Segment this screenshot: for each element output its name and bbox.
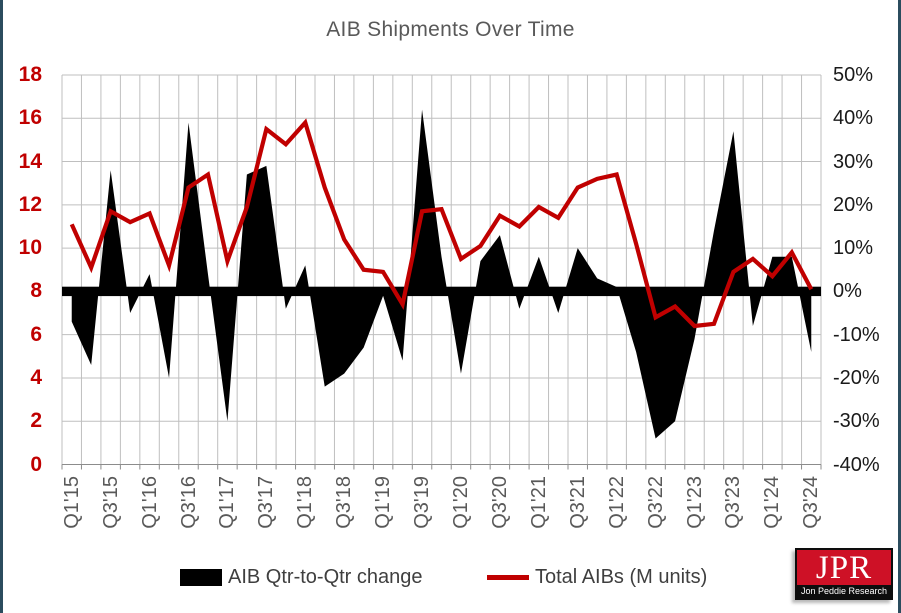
right-axis-tick-label: -40%: [833, 453, 880, 476]
right-axis-tick-label: 20%: [833, 193, 874, 216]
window-right-edge: [898, 0, 901, 613]
left-axis-tick-label: 8: [30, 279, 42, 303]
x-axis-tick-label: Q1'18: [294, 476, 317, 529]
x-axis-tick-label: Q3'19: [411, 476, 434, 529]
x-axis-tick-label: Q3'17: [255, 476, 278, 529]
left-axis-tick-label: 6: [30, 322, 42, 346]
left-axis-tick-label: 16: [18, 106, 42, 130]
left-axis-tick-label: 12: [18, 192, 42, 216]
right-axis-tick-label: 30%: [833, 150, 874, 173]
left-axis-tick-label: 10: [18, 236, 42, 260]
right-axis-tick-label: 50%: [833, 64, 874, 86]
x-axis-tick-label: Q1'19: [372, 476, 395, 529]
line-series-swatch-icon: [487, 574, 529, 580]
jpr-logo: JPR Jon Peddie Research: [795, 548, 893, 600]
right-axis-tick-label: -30%: [833, 410, 880, 433]
right-axis-tick-label: -10%: [833, 323, 880, 346]
left-axis-tick-label: 0: [30, 452, 42, 476]
legend-item-qtr-change: AIB Qtr-to-Qtr change: [180, 565, 423, 589]
x-axis-tick-label: Q1'24: [761, 476, 784, 529]
x-axis-tick-label: Q1'15: [60, 476, 83, 529]
x-axis-tick-label: Q1'17: [216, 476, 239, 529]
right-axis-tick-label: 40%: [833, 107, 874, 130]
left-axis-tick-label: 4: [30, 365, 42, 389]
left-axis-tick-label: 18: [18, 63, 42, 86]
x-axis-tick-label: Q1'16: [138, 476, 161, 529]
x-axis-tick-label: Q1'22: [605, 476, 628, 529]
x-axis-tick-label: Q1'20: [449, 476, 472, 529]
left-axis-tick-label: 14: [18, 149, 42, 173]
right-axis-tick-label: 10%: [833, 237, 874, 260]
right-axis-tick-label: -20%: [833, 366, 880, 389]
chart-title: AIB Shipments Over Time: [326, 18, 575, 41]
left-axis-tick-label: 2: [30, 409, 42, 433]
area-series-swatch-icon: [180, 568, 222, 586]
x-axis-tick-label: Q1'21: [527, 476, 550, 529]
legend-label-qtr-change: AIB Qtr-to-Qtr change: [228, 566, 423, 588]
x-axis-tick-label: Q3'22: [644, 476, 667, 529]
jpr-logo-name: Jon Peddie Research: [797, 585, 891, 598]
x-axis-tick-label: Q1'23: [683, 476, 706, 529]
legend-label-total-aibs: Total AIBs (M units): [535, 566, 708, 588]
x-axis-tick-label: Q3'23: [722, 476, 745, 529]
x-axis-tick-label: Q3'15: [99, 476, 122, 529]
window-left-edge: [0, 0, 3, 613]
x-axis-tick-label: Q3'16: [177, 476, 200, 529]
legend-item-total-aibs: Total AIBs (M units): [487, 565, 707, 589]
jpr-logo-acronym: JPR: [797, 550, 891, 585]
x-axis-tick-label: Q3'21: [566, 476, 589, 529]
x-axis-tick-label: Q3'18: [333, 476, 356, 529]
right-axis-tick-label: 0%: [833, 280, 862, 303]
x-axis-tick-label: Q3'20: [488, 476, 511, 529]
